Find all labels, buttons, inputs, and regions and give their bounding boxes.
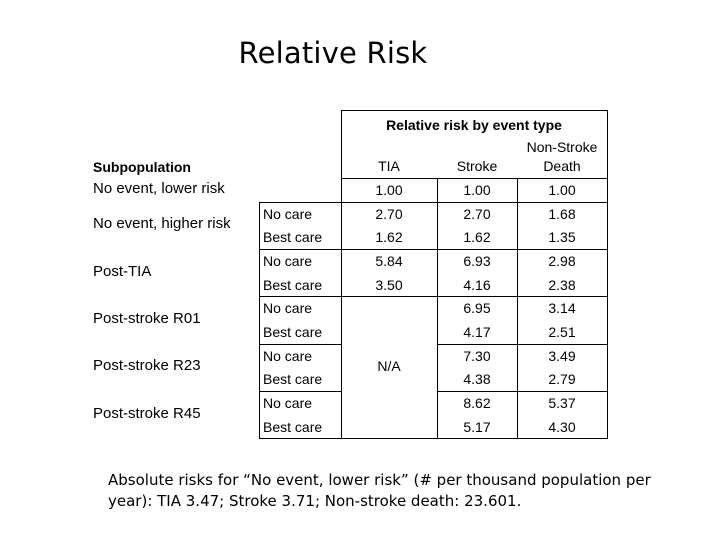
non-stroke-death-value: 3.49 (548, 347, 576, 364)
care-label: Best care (263, 371, 323, 388)
care-label: Best care (263, 229, 323, 246)
stroke-value: 4.17 (463, 323, 491, 340)
subpopulation-label: No event, lower risk (93, 179, 225, 197)
group-rule (259, 390, 341, 392)
table-border-bottom (259, 438, 608, 440)
stroke-value: 6.95 (463, 300, 491, 317)
care-border-left (259, 201, 260, 439)
header-rule (341, 178, 607, 179)
non-stroke-death-value: 1.00 (548, 182, 576, 198)
column-header: TIA (378, 158, 400, 174)
column-header: Stroke (456, 158, 498, 174)
slide-title: Relative Risk (238, 36, 428, 70)
non-stroke-death-value: 1.35 (548, 229, 576, 246)
group-rule (259, 201, 607, 203)
tia-value: 2.70 (375, 205, 403, 222)
stroke-value: 8.62 (463, 394, 491, 411)
table-border-right (607, 110, 608, 440)
col-sep (437, 178, 438, 439)
subpopulation-label: Post-TIA (93, 262, 152, 280)
care-label: No care (263, 347, 313, 364)
non-stroke-death-value: 2.51 (548, 323, 576, 340)
group-rule (259, 343, 341, 345)
subpopulation-label: Post-stroke R23 (93, 357, 201, 375)
table-border-left (341, 110, 342, 439)
care-label: Best care (263, 418, 323, 435)
subpopulation-label: Post-stroke R45 (93, 404, 201, 422)
stroke-value: 7.30 (463, 347, 491, 364)
stroke-value: 1.00 (463, 182, 491, 198)
care-label: No care (263, 205, 313, 222)
non-stroke-death-value: 2.79 (548, 371, 576, 388)
group-rule (437, 343, 607, 345)
stroke-value: 6.93 (463, 252, 491, 269)
subpopulation-label: No event, higher risk (93, 215, 231, 233)
group-rule (437, 390, 607, 392)
group-rule (259, 248, 607, 250)
col-sep (517, 178, 518, 439)
non-stroke-death-value: 2.98 (548, 252, 576, 269)
stroke-value: 4.38 (463, 371, 491, 388)
tia-value: 3.50 (375, 276, 403, 293)
care-label: No care (263, 252, 313, 269)
non-stroke-death-value: 1.68 (548, 205, 576, 222)
tia-value: 1.62 (375, 229, 403, 246)
group-header: Relative risk by event type (386, 117, 562, 133)
care-label: No care (263, 394, 313, 411)
care-label: Best care (263, 323, 323, 340)
stroke-value: 4.16 (463, 276, 491, 293)
column-header: Death (543, 158, 581, 174)
table-border-top (341, 110, 607, 111)
non-stroke-death-value: 5.37 (548, 394, 576, 411)
stroke-value: 2.70 (463, 205, 491, 222)
group-rule (259, 296, 607, 298)
na-cell: N/A (377, 358, 401, 375)
tia-value: 1.00 (375, 182, 403, 198)
column-header: Non-Stroke (526, 139, 598, 155)
subpopulation-label: Post-stroke R01 (93, 309, 201, 327)
stroke-value: 1.62 (463, 229, 491, 246)
non-stroke-death-value: 4.30 (548, 418, 576, 435)
absolute-risk-note: Absolute risks for “No event, lower risk… (108, 471, 651, 510)
stroke-value: 5.17 (463, 418, 491, 435)
tia-value: 5.84 (375, 252, 403, 269)
care-label: Best care (263, 276, 323, 293)
care-label: No care (263, 300, 313, 317)
non-stroke-death-value: 3.14 (548, 300, 576, 317)
non-stroke-death-value: 2.38 (548, 276, 576, 293)
subpopulation-header: Subpopulation (93, 159, 191, 175)
